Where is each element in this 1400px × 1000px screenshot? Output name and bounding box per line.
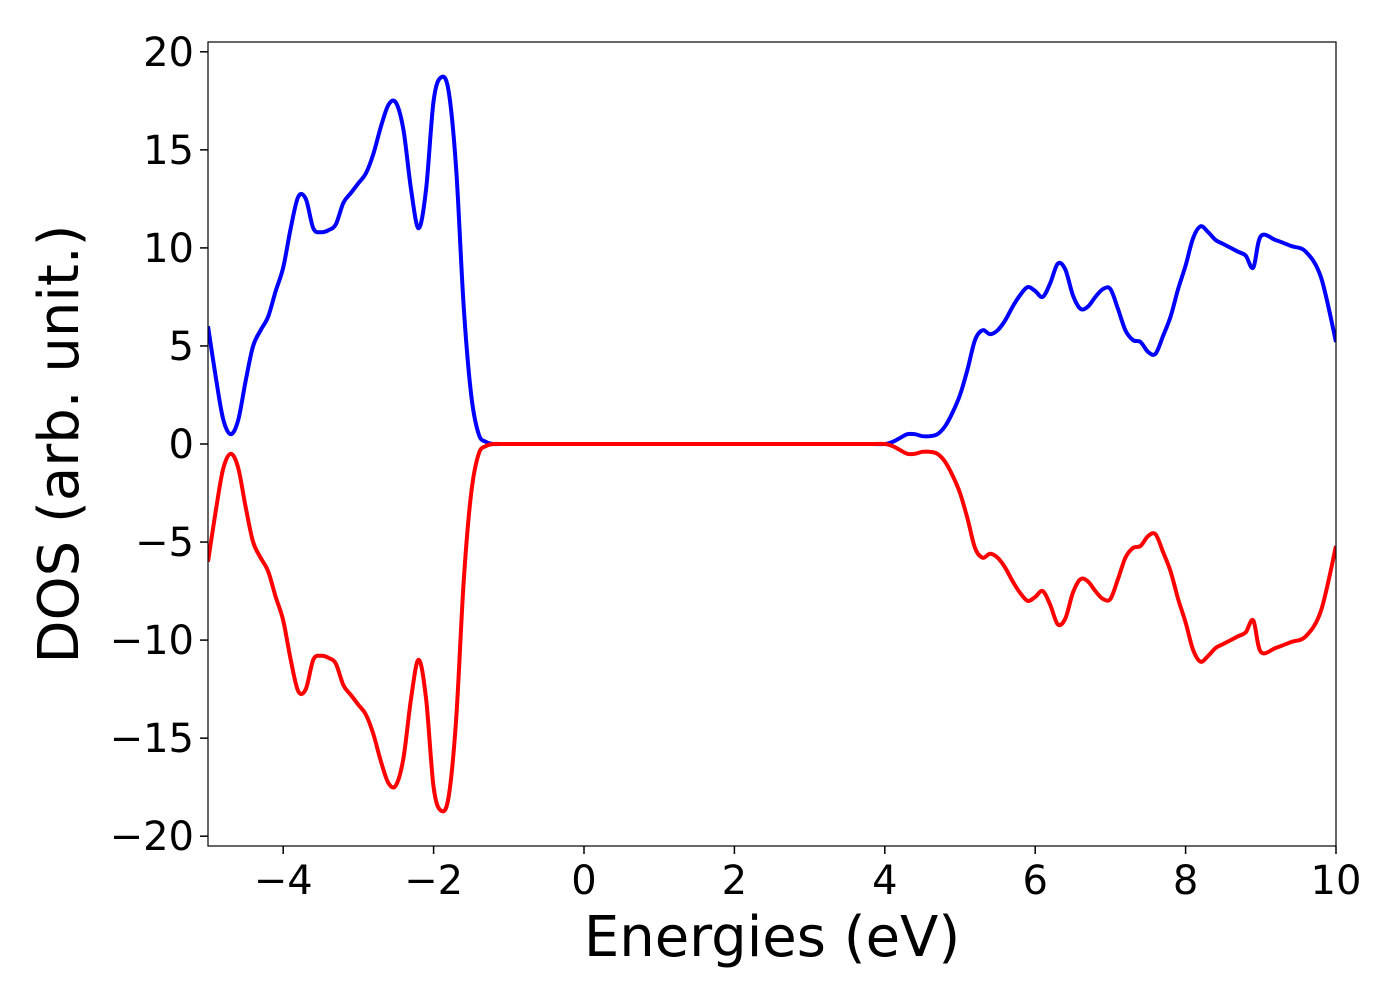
x-tick-label: 4 [872,858,897,904]
y-tick-label: 5 [169,324,194,370]
y-axis-title: DOS (arb. unit.) [27,224,92,663]
y-tick-label: −15 [110,716,194,762]
x-axis: −4 −2 0 2 4 6 8 10 [254,846,1362,904]
y-tick-label: 15 [143,128,194,174]
x-tick-label: −4 [254,858,313,904]
series-line-spin-up [208,74,1336,447]
y-tick-label: −20 [110,814,194,860]
y-tick-label: −10 [110,618,194,664]
y-tick-label: 0 [169,422,194,468]
x-tick-label: 8 [1173,858,1198,904]
x-tick-label: −2 [404,858,463,904]
y-tick-label: 20 [143,30,194,76]
x-tick-label: 0 [571,858,596,904]
plot-lines [208,74,1336,814]
x-tick-label: 10 [1311,858,1362,904]
x-tick-label: 6 [1022,858,1047,904]
series-line-spin-down [208,441,1336,814]
x-axis-title: Energies (eV) [584,905,960,970]
x-tick-label: 2 [722,858,747,904]
y-tick-label: −5 [135,520,194,566]
y-tick-label: 10 [143,226,194,272]
y-axis: −20 −15 −10 −5 0 5 10 15 20 [110,30,208,860]
